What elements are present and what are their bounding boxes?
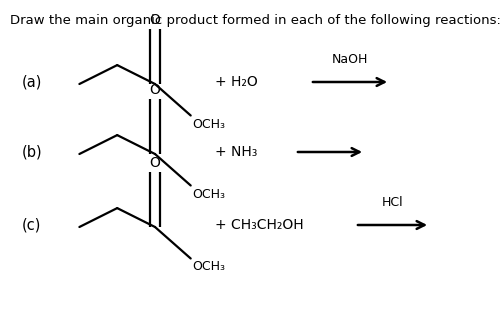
Text: (b): (b) — [22, 145, 43, 160]
Text: O: O — [150, 13, 160, 27]
Text: OCH₃: OCH₃ — [193, 188, 225, 201]
Text: + CH₃CH₂OH: + CH₃CH₂OH — [215, 218, 304, 232]
Text: HCl: HCl — [382, 196, 403, 209]
Text: O: O — [150, 83, 160, 97]
Text: (a): (a) — [22, 75, 43, 90]
Text: Draw the main organic product formed in each of the following reactions:: Draw the main organic product formed in … — [10, 14, 501, 27]
Text: O: O — [150, 156, 160, 170]
Text: OCH₃: OCH₃ — [193, 117, 225, 130]
Text: + H₂O: + H₂O — [215, 75, 258, 89]
Text: + NH₃: + NH₃ — [215, 145, 258, 159]
Text: NaOH: NaOH — [332, 53, 368, 66]
Text: OCH₃: OCH₃ — [193, 261, 225, 273]
Text: (c): (c) — [22, 218, 42, 233]
